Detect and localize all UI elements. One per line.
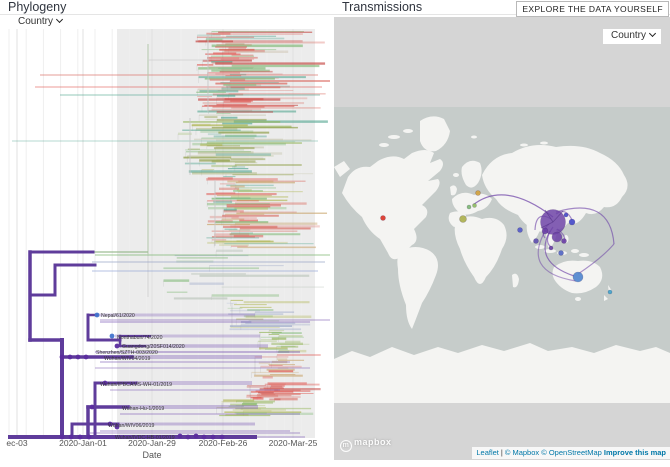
transmissions-map-canvas[interactable] [334, 17, 670, 460]
osm-attribution-link[interactable]: © OpenStreetMap [541, 448, 602, 457]
phylogeny-header: Phylogeny [0, 0, 334, 15]
svg-text:Wuhan/WIV04/2019: Wuhan/WIV04/2019 [104, 356, 150, 362]
explore-data-button[interactable]: EXPLORE THE DATA YOURSELF [516, 1, 669, 17]
leaflet-link[interactable]: Leaflet [476, 448, 499, 457]
svg-text:ec-03: ec-03 [6, 438, 28, 448]
svg-text:Date: Date [142, 450, 161, 460]
phylogeny-title: Phylogeny [8, 0, 67, 14]
map-attribution: Leaflet | © Mapbox © OpenStreetMap Improve… [472, 446, 670, 459]
phylogeny-panel: Phylogeny Country Nepal/61/2020 Nonthabur… [0, 0, 334, 467]
phylogeny-tree-canvas[interactable]: Nepal/61/2020 Nonthaburi/74/2020 Guangdong… [0, 0, 334, 467]
map-colorby-dropdown[interactable]: Country [602, 29, 661, 44]
svg-text:2020-Jan-29: 2020-Jan-29 [128, 438, 176, 448]
transmissions-title: Transmissions [342, 0, 423, 14]
mapbox-icon: m [340, 440, 352, 452]
chevron-down-icon [55, 15, 64, 24]
svg-text:2020-Feb-26: 2020-Feb-26 [199, 438, 248, 448]
improve-map-link[interactable]: Improve this map [603, 448, 666, 457]
svg-text:Nonthaburi/74/2020: Nonthaburi/74/2020 [117, 335, 163, 341]
svg-text:Wuhan/WIV06/2019: Wuhan/WIV06/2019 [108, 423, 154, 429]
svg-text:Shenzhen/SZTH-003/2020: Shenzhen/SZTH-003/2020 [96, 350, 158, 356]
mapbox-logo[interactable]: m mapbox [340, 437, 392, 452]
svg-text:2020-Mar-25: 2020-Mar-25 [269, 438, 318, 448]
svg-text:Wuhan/IVDC-HB-01/2019: Wuhan/IVDC-HB-01/2019 [115, 435, 175, 441]
svg-text:Wuhan-Hu-1/2019: Wuhan-Hu-1/2019 [122, 406, 164, 412]
map-area[interactable]: Country m mapbox Leaflet | © Mapbox © OpenS… [334, 17, 670, 460]
svg-text:2020-Jan-01: 2020-Jan-01 [59, 438, 107, 448]
attribution-separator: | [500, 448, 503, 457]
mapbox-logo-text: mapbox [354, 437, 392, 447]
chevron-down-icon [648, 29, 657, 38]
tree-colorby-label: Country [18, 16, 54, 27]
tree-colorby-dropdown[interactable]: Country [18, 15, 64, 27]
svg-text:Nepal/61/2020: Nepal/61/2020 [101, 313, 135, 319]
mapbox-attribution-link[interactable]: © Mapbox [504, 448, 540, 457]
transmissions-panel: Transmissions EXPLORE THE DATA YOURSELF … [334, 0, 670, 467]
map-colorby-label: Country [610, 30, 646, 41]
svg-text:Guangdong/20SF014/2020: Guangdong/20SF014/2020 [122, 344, 185, 350]
svg-text:Wuhan/IPBCAMS-WH-01/2019: Wuhan/IPBCAMS-WH-01/2019 [100, 382, 172, 388]
